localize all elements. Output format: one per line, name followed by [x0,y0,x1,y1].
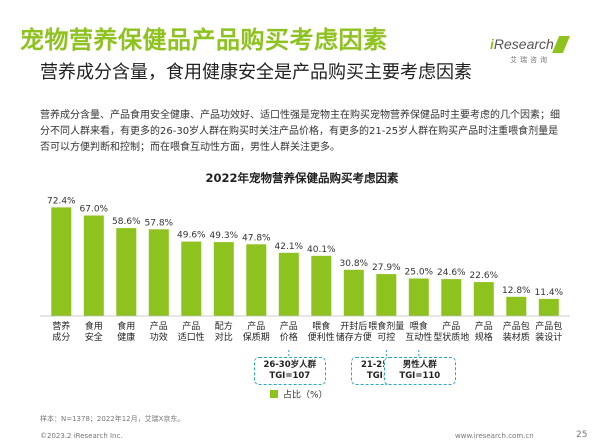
bar [213,242,234,316]
bar [408,278,429,316]
category-label: 型状质地 [433,331,469,343]
bar [83,215,104,316]
category-label: 开封后 [340,320,367,332]
bar-value-label: 40.1% [307,245,336,255]
category-label: 规格 [475,331,493,343]
category-label: 配方 [215,320,233,332]
bar [246,244,267,316]
bar [148,229,169,316]
callout-box: 26-30岁人群 TGI=107 [253,357,326,385]
bar-value-label: 22.6% [470,271,499,281]
category-label: 喂食 [410,320,428,332]
bar-value-label: 57.8% [145,218,174,228]
bar-value-label: 24.6% [437,268,466,278]
category-label: 对比 [215,331,233,343]
callout-connectors [288,350,420,357]
category-label: 产品 [280,320,298,332]
legend: 占比（%） [270,389,328,401]
category-label: 产品 [182,320,200,332]
category-label: 价格 [280,331,298,343]
bar [538,298,559,316]
bar-value-label: 49.3% [210,231,239,241]
legend-swatch [270,390,278,398]
bar [278,252,299,316]
bar-value-label: 58.6% [112,217,141,227]
category-label: 可控 [377,331,395,343]
bar-value-label: 11.4% [535,288,564,298]
logo-brand: iResearch [490,36,554,52]
website-url: www.iresearch.com.cn [455,432,534,440]
callout-text: 26-30岁人群 [263,360,317,370]
bar-value-label: 47.8% [242,233,271,243]
category-label: 产品 [475,320,493,332]
bar [343,269,364,316]
bar [441,279,462,316]
callout-text: 男性人群 [402,360,437,370]
source-note: 样本：N=1378；2022年12月，艾瑞X京东。 [40,415,185,423]
page-subtitle: 营养成分含量，食用健康安全是产品购买主要考虑因素 [40,62,472,83]
bar-value-label: 72.4% [47,196,76,206]
category-label: 食用 [117,320,135,332]
category-label: 安全 [85,331,103,343]
page-number: 25 [576,430,588,440]
bar [51,207,72,316]
category-label: 功效 [150,331,168,343]
category-label: 食用 [85,320,103,332]
callout-text: TGI=107 [269,371,311,381]
category-label: 产品 [442,320,460,332]
legend-label: 占比（%） [283,389,328,401]
callout-box: 男性人群 TGI=110 [383,357,456,385]
category-label: 装设计 [535,331,562,343]
page-title: 宠物营养保健品产品购买考虑因素 [20,26,388,54]
logo-subtitle: 艾瑞咨询 [510,56,550,64]
category-labels: 营养成分食用安全食用健康产品功效产品适口性配方对比产品保质期产品价格喂食便利性开… [52,320,562,343]
bar [473,282,494,316]
bar-value-label: 49.6% [177,231,206,241]
category-label: 装材质 [503,331,530,343]
bar-value-label: 25.0% [405,268,434,278]
copyright: ©2023.2 iResearch Inc. [40,432,123,440]
category-label: 产品包 [503,320,530,332]
bar-value-label: 67.0% [80,205,109,215]
bar [506,296,527,316]
category-label: 产品 [247,320,265,332]
category-label: 营养 [52,320,70,332]
category-label: 适口性 [178,331,205,343]
bar-value-label: 30.8% [340,259,369,269]
category-label: 产品包 [535,320,562,332]
category-label: 产品 [150,320,168,332]
category-label: 便利性 [308,331,335,343]
bar-value-label: 12.8% [502,286,531,296]
category-label: 健康 [117,331,135,343]
category-label: 喂食剂量 [368,320,404,332]
bar [311,255,332,316]
bar [181,241,202,316]
category-label: 保质期 [243,331,270,343]
category-label: 成分 [52,331,70,343]
chart-title: 2022年宠物营养保健品购买考虑因素 [205,171,399,185]
description-text: 营养成分含量、产品食用安全健康、产品功效好、适口性强是宠物主在购买宠物营养保健品… [40,110,560,153]
bar [116,228,137,316]
category-label: 喂食 [312,320,330,332]
callout-text: TGI=110 [399,371,441,381]
bars-layer: 72.4% 67.0%58.6% 57.8%49.6% 49.3% 47.8% 42.1%… [47,196,564,316]
category-label: 互动性 [405,331,432,343]
bar-value-label: 27.9% [372,263,401,273]
iresearch-logo: iResearch 艾瑞咨询 [488,36,574,68]
bar-value-label: 42.1% [275,242,304,252]
category-label: 储存方便 [336,331,372,343]
bar [376,274,397,316]
